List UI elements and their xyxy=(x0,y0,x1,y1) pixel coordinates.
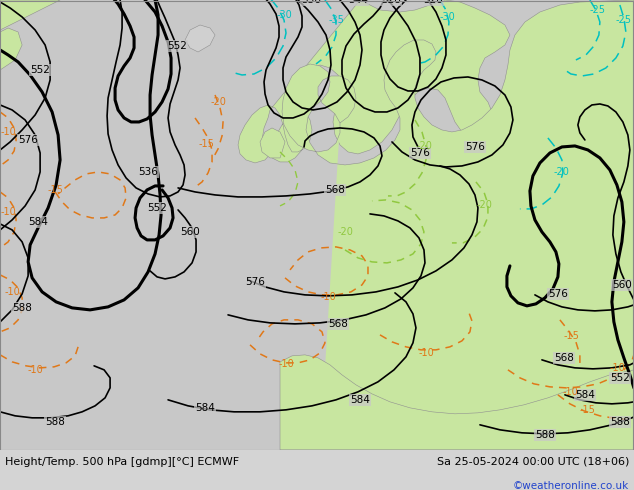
Text: 552: 552 xyxy=(167,41,187,51)
Text: -20: -20 xyxy=(337,227,353,237)
Text: 584: 584 xyxy=(28,217,48,227)
Text: -20: -20 xyxy=(477,200,493,210)
Polygon shape xyxy=(238,0,510,163)
Text: -25: -25 xyxy=(616,15,632,25)
Text: -15: -15 xyxy=(564,331,580,341)
Text: -10: -10 xyxy=(0,207,16,217)
Text: -15: -15 xyxy=(198,139,214,149)
Polygon shape xyxy=(280,355,634,450)
Text: -25: -25 xyxy=(590,5,606,15)
Text: 576: 576 xyxy=(18,135,38,145)
Text: 584: 584 xyxy=(575,390,595,400)
Text: 552: 552 xyxy=(610,373,630,383)
Text: 588: 588 xyxy=(45,417,65,427)
Text: 588: 588 xyxy=(12,303,32,313)
Text: -10: -10 xyxy=(278,359,294,369)
Text: Sa 25-05-2024 00:00 UTC (18+06): Sa 25-05-2024 00:00 UTC (18+06) xyxy=(437,457,629,466)
Text: -10: -10 xyxy=(4,287,20,297)
Text: 568: 568 xyxy=(554,353,574,363)
Text: -10: -10 xyxy=(610,363,626,373)
Polygon shape xyxy=(282,0,634,450)
Text: 552: 552 xyxy=(147,203,167,213)
Text: 588: 588 xyxy=(535,430,555,440)
Text: -10: -10 xyxy=(27,365,43,375)
Text: 576: 576 xyxy=(410,148,430,158)
Text: -35: -35 xyxy=(328,15,344,25)
Text: ©weatheronline.co.uk: ©weatheronline.co.uk xyxy=(513,481,629,490)
Text: 584: 584 xyxy=(350,395,370,405)
Text: 552: 552 xyxy=(30,65,50,75)
Polygon shape xyxy=(0,28,22,70)
Text: 568: 568 xyxy=(328,319,348,329)
Text: 576: 576 xyxy=(548,289,568,299)
Text: 576: 576 xyxy=(245,277,265,287)
Text: 568: 568 xyxy=(325,185,345,195)
Text: -10: -10 xyxy=(0,127,16,137)
Text: 584: 584 xyxy=(195,403,215,413)
Text: 536: 536 xyxy=(138,167,158,177)
Text: Height/Temp. 500 hPa [gdmp][°C] ECMWF: Height/Temp. 500 hPa [gdmp][°C] ECMWF xyxy=(5,457,239,466)
Polygon shape xyxy=(260,128,285,158)
Text: -10: -10 xyxy=(320,292,336,302)
Text: -15: -15 xyxy=(47,185,63,195)
Text: 520: 520 xyxy=(423,0,443,5)
Text: 528: 528 xyxy=(381,0,401,5)
Text: 576: 576 xyxy=(465,142,485,152)
Text: -10: -10 xyxy=(562,387,578,397)
Text: 536: 536 xyxy=(301,0,321,5)
Text: 560: 560 xyxy=(180,227,200,237)
Text: -15: -15 xyxy=(580,405,596,415)
Polygon shape xyxy=(185,25,215,52)
Text: 560: 560 xyxy=(612,280,631,290)
Text: -30: -30 xyxy=(276,10,292,20)
Polygon shape xyxy=(0,0,60,30)
Text: 544: 544 xyxy=(348,0,368,5)
Text: -20: -20 xyxy=(210,97,226,107)
Text: 588: 588 xyxy=(610,417,630,427)
Text: -20: -20 xyxy=(554,167,570,177)
Text: -10: -10 xyxy=(418,348,434,358)
Text: -20: -20 xyxy=(416,141,432,151)
Text: -30: -30 xyxy=(439,12,455,22)
